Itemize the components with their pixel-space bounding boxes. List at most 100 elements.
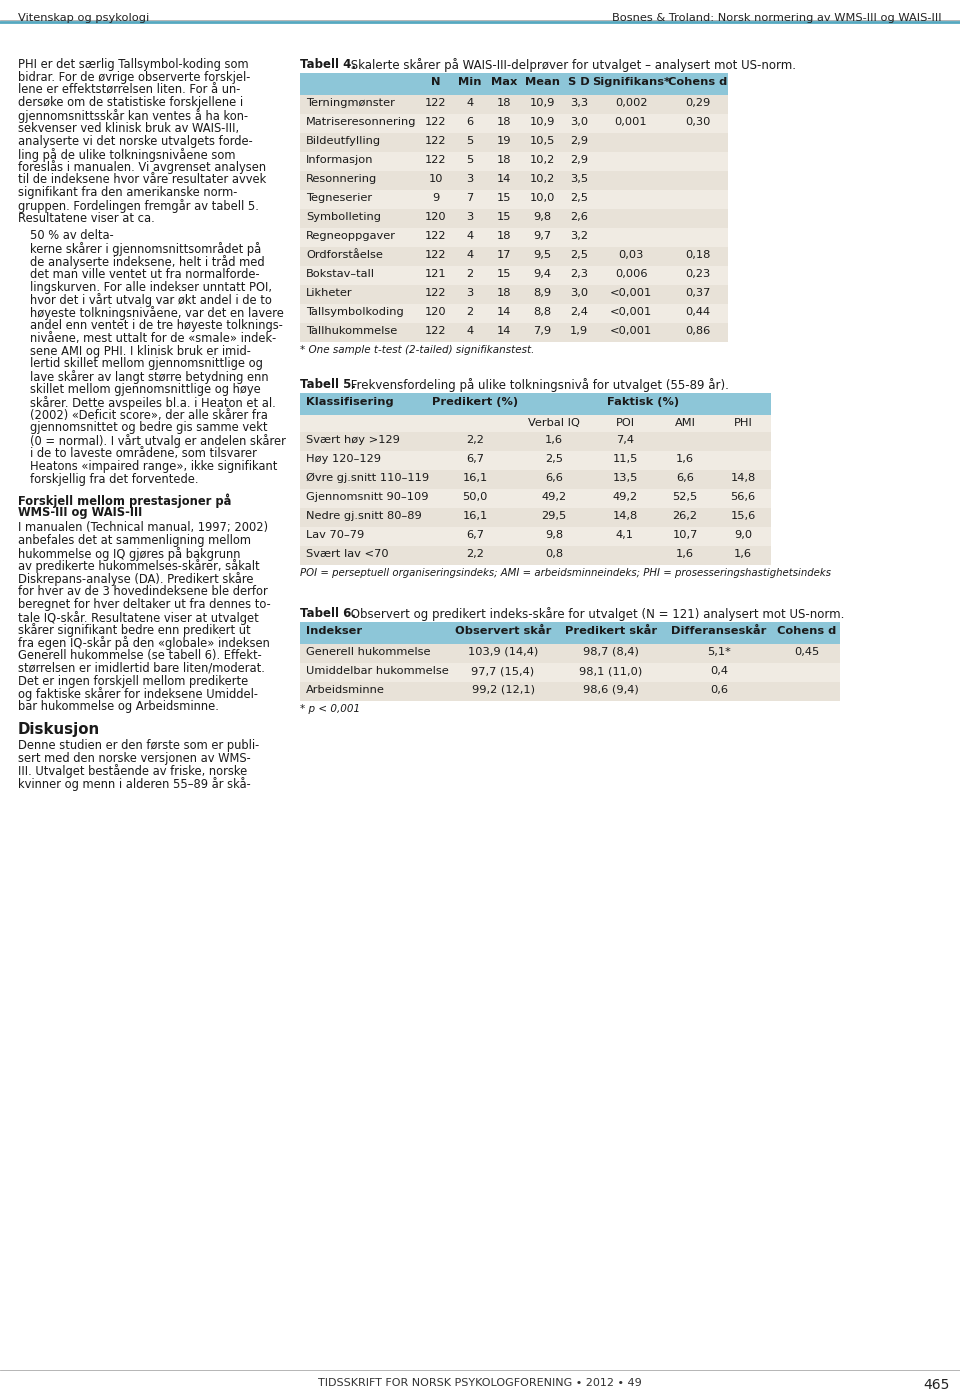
Text: Høy 120–129: Høy 120–129	[306, 454, 381, 464]
Text: 1,9: 1,9	[570, 326, 588, 335]
Text: 0,30: 0,30	[685, 117, 710, 127]
Text: forskjellig fra det forventede.: forskjellig fra det forventede.	[30, 473, 199, 486]
Text: (2002) «Deficit score», der alle skårer fra: (2002) «Deficit score», der alle skårer …	[30, 409, 268, 422]
Text: 18: 18	[496, 117, 512, 127]
Text: Bildeutfylling: Bildeutfylling	[306, 136, 381, 146]
Text: <0,001: <0,001	[610, 326, 652, 335]
Text: skårer signifikant bedre enn predikert ut: skårer signifikant bedre enn predikert u…	[18, 624, 251, 638]
Text: 3,2: 3,2	[570, 231, 588, 241]
Text: 10,2: 10,2	[529, 155, 555, 166]
Text: 6,6: 6,6	[545, 473, 563, 483]
Text: Generell hukommelse: Generell hukommelse	[306, 647, 430, 657]
Bar	[300, 228, 728, 246]
Text: Forskjell mellom prestasjoner på: Forskjell mellom prestasjoner på	[18, 493, 231, 508]
Text: Øvre gj.snitt 110–119: Øvre gj.snitt 110–119	[306, 473, 429, 483]
Text: lave skårer av langt større betydning enn: lave skårer av langt større betydning en…	[30, 370, 269, 384]
Text: Tabell 6.: Tabell 6.	[300, 607, 356, 619]
Text: 6: 6	[467, 117, 473, 127]
Text: 6,7: 6,7	[466, 530, 484, 540]
Text: 10,9: 10,9	[529, 97, 555, 109]
Text: 49,2: 49,2	[612, 491, 637, 503]
Text: beregnet for hver deltaker ut fra dennes to-: beregnet for hver deltaker ut fra dennes…	[18, 597, 271, 611]
Text: Min: Min	[458, 77, 482, 86]
Text: 9,8: 9,8	[533, 212, 551, 221]
Text: 5,1*: 5,1*	[708, 647, 731, 657]
Text: Gjennomsnitt 90–109: Gjennomsnitt 90–109	[306, 491, 428, 503]
Text: Signifikans*: Signifikans*	[592, 77, 670, 86]
Bar	[300, 152, 728, 171]
Text: Observert og predikert indeks-skåre for utvalget (N = 121) analysert mot US-norm: Observert og predikert indeks-skåre for …	[347, 607, 844, 621]
Text: 5: 5	[467, 136, 473, 146]
Text: foreslås i manualen. Vi avgrenset analysen: foreslås i manualen. Vi avgrenset analys…	[18, 160, 266, 174]
Text: 4: 4	[467, 231, 473, 241]
Bar	[300, 72, 728, 95]
Text: kerne skårer i gjennomsnittsområdet på: kerne skårer i gjennomsnittsområdet på	[30, 242, 261, 256]
Text: gjennomsnittet og bedre gis samme vekt: gjennomsnittet og bedre gis samme vekt	[30, 422, 268, 434]
Text: Predikert (%): Predikert (%)	[432, 397, 518, 406]
Text: gjennomsnittsskår kan ventes å ha kon-: gjennomsnittsskår kan ventes å ha kon-	[18, 109, 248, 122]
Text: 121: 121	[425, 269, 446, 278]
Text: Terningmønster: Terningmønster	[306, 97, 395, 109]
Text: Indekser: Indekser	[306, 626, 362, 636]
Bar	[300, 432, 771, 451]
Text: 50 % av delta-: 50 % av delta-	[30, 230, 113, 242]
Text: 0,44: 0,44	[685, 308, 710, 317]
Text: 2,2: 2,2	[466, 548, 484, 560]
Text: 18: 18	[496, 97, 512, 109]
Text: AMI: AMI	[675, 418, 695, 427]
Text: Predikert skår: Predikert skår	[564, 626, 657, 636]
Text: 122: 122	[425, 155, 446, 166]
Bar	[300, 303, 728, 323]
Text: Ordforståelse: Ordforståelse	[306, 251, 383, 260]
Text: (0 = normal). I vårt utvalg er andelen skårer: (0 = normal). I vårt utvalg er andelen s…	[30, 434, 286, 448]
Text: 15: 15	[496, 269, 512, 278]
Text: 14,8: 14,8	[612, 511, 637, 521]
Text: 98,6 (9,4): 98,6 (9,4)	[583, 685, 638, 695]
Bar	[300, 489, 771, 508]
Bar	[300, 114, 728, 134]
Text: PHI er det særlig Tallsymbol-koding som: PHI er det særlig Tallsymbol-koding som	[18, 58, 249, 71]
Text: 11,5: 11,5	[612, 454, 637, 464]
Text: 0,002: 0,002	[614, 97, 647, 109]
Text: Differanseskår: Differanseskår	[671, 626, 767, 636]
Text: 3: 3	[467, 212, 473, 221]
Text: Det er ingen forskjell mellom predikerte: Det er ingen forskjell mellom predikerte	[18, 675, 249, 688]
Text: Cohens d: Cohens d	[668, 77, 728, 86]
Text: 10,0: 10,0	[529, 193, 555, 203]
Text: <0,001: <0,001	[610, 308, 652, 317]
Text: Cohens d: Cohens d	[778, 626, 836, 636]
Text: og faktiske skårer for indeksene Umiddel-: og faktiske skårer for indeksene Umiddel…	[18, 688, 258, 702]
Text: 120: 120	[425, 308, 446, 317]
Text: 4: 4	[467, 97, 473, 109]
Text: 2: 2	[467, 269, 473, 278]
Text: Denne studien er den første som er publi-: Denne studien er den første som er publi…	[18, 739, 259, 752]
Text: Informasjon: Informasjon	[306, 155, 373, 166]
Text: 0,45: 0,45	[794, 647, 820, 657]
Text: 2,2: 2,2	[466, 434, 484, 445]
Bar	[300, 323, 728, 342]
Text: 9,4: 9,4	[533, 269, 551, 278]
Text: PHI: PHI	[733, 418, 753, 427]
Text: 0,6: 0,6	[710, 685, 728, 695]
Text: 2,9: 2,9	[570, 155, 588, 166]
Text: 7,9: 7,9	[533, 326, 551, 335]
Text: 18: 18	[496, 231, 512, 241]
Text: Nedre gj.snitt 80–89: Nedre gj.snitt 80–89	[306, 511, 421, 521]
Text: 3: 3	[467, 174, 473, 184]
Bar	[300, 189, 728, 209]
Text: det man ville ventet ut fra normalforde-: det man ville ventet ut fra normalforde-	[30, 267, 259, 281]
Text: * One sample t-test (2-tailed) signifikanstest.: * One sample t-test (2-tailed) signifika…	[300, 345, 535, 355]
Text: Verbal IQ: Verbal IQ	[528, 418, 580, 427]
Text: 0,23: 0,23	[685, 269, 710, 278]
Text: * p < 0,001: * p < 0,001	[300, 704, 360, 714]
Text: de analyserte indeksene, helt i tråd med: de analyserte indeksene, helt i tråd med	[30, 255, 265, 269]
Text: 16,1: 16,1	[463, 473, 488, 483]
Text: 15,6: 15,6	[731, 511, 756, 521]
Text: kvinner og menn i alderen 55–89 år skå-: kvinner og menn i alderen 55–89 år skå-	[18, 777, 251, 791]
Text: 7,4: 7,4	[616, 434, 634, 445]
Text: Svært lav <70: Svært lav <70	[306, 548, 389, 560]
Text: 9,7: 9,7	[533, 231, 551, 241]
Text: 122: 122	[425, 251, 446, 260]
Bar	[300, 546, 771, 565]
Text: 0,03: 0,03	[618, 251, 644, 260]
